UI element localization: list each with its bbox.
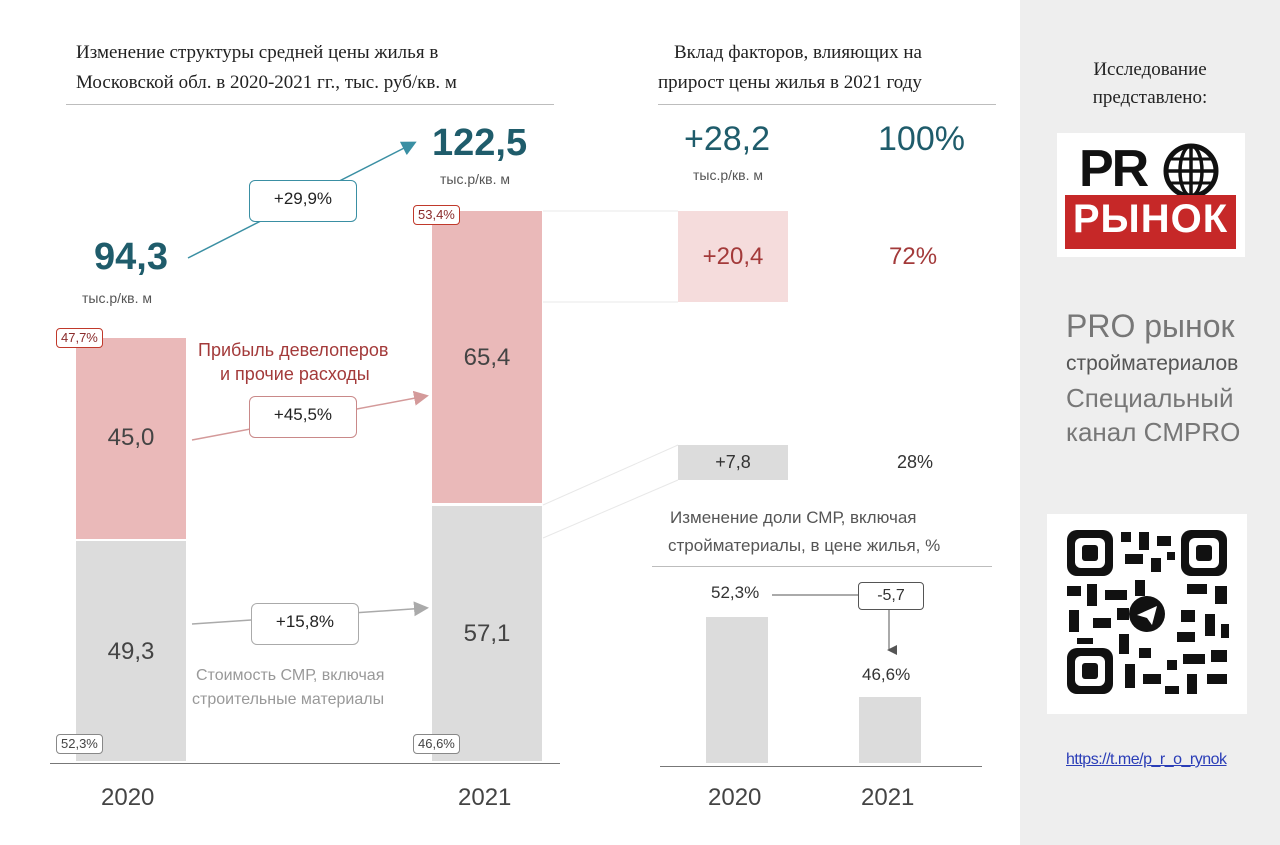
cost-label-line1: Стоимость СМР, включая: [196, 667, 385, 684]
profit-change-badge: +45,5%: [249, 396, 357, 438]
total-2021-unit: тыс.р/кв. м: [440, 171, 511, 187]
factor-cost-pct: 28%: [897, 452, 934, 472]
sidebar-intro-line1: Исследование: [1093, 59, 1207, 80]
factor-cost-bar: [678, 445, 788, 480]
globe-icon: [1163, 143, 1219, 199]
left-chart-title-line2: Московской обл. в 2020-2021 гг., тыс. ру…: [76, 72, 457, 93]
share-2021-bar: [859, 697, 921, 763]
factor-profit-bar: [678, 211, 788, 302]
profit-series-label: Прибыль девелоперов и прочие расходы: [198, 338, 388, 386]
bar-2021-profit-value: 65,4: [463, 344, 511, 371]
bar-2020-cost-value: 49,3: [107, 638, 155, 665]
telegram-link[interactable]: https://t.me/p_r_o_rynok: [1066, 751, 1227, 768]
left-axis-line: [50, 763, 560, 764]
right-chart-title-line2: прирост цены жилья в 2021 году: [658, 72, 922, 93]
brand-subtitle: стройматериалов: [1066, 352, 1239, 375]
sidebar-panel: Исследование представлено: PR РЫНОК PRO …: [1020, 0, 1280, 845]
share-2020-bar: [706, 617, 768, 763]
share-change-badge: -5,7: [858, 582, 924, 610]
brand-title: PRO рынок: [1066, 308, 1235, 344]
right-year-2021: 2021: [861, 784, 915, 811]
qr-code[interactable]: [1047, 514, 1247, 714]
cost-share-2021: 46,6%: [413, 734, 460, 754]
logo-rynok-text: РЫНОК: [1072, 197, 1229, 241]
left-title-divider: [66, 104, 554, 105]
factor-total-delta: +28,2: [684, 120, 771, 158]
total-2020-value: 94,3: [94, 236, 168, 278]
bar-2020-profit-value: 45,0: [107, 424, 155, 451]
left-year-2021: 2021: [458, 784, 512, 811]
profit-share-2021: 53,4%: [413, 205, 460, 225]
cost-link-top: [542, 444, 679, 506]
bar-2021-cost: [432, 506, 542, 761]
bar-2020-cost: [76, 541, 186, 761]
pro-rynok-logo: PR РЫНОК: [1057, 133, 1245, 257]
share-title-line1: Изменение доли СМР, включая: [670, 508, 917, 527]
cost-series-label: Стоимость СМР, включая строительные мате…: [192, 664, 384, 712]
share-2021-label: 46,6%: [862, 665, 911, 684]
logo-pro-text: PR: [1079, 140, 1149, 198]
brand-channel: канал CMPRO: [1066, 417, 1241, 447]
right-title-divider: [658, 104, 996, 105]
factor-cost-value: +7,8: [715, 452, 751, 472]
left-year-2020: 2020: [101, 784, 155, 811]
cost-label-line2: строительные материалы: [192, 691, 385, 708]
total-2021-value: 122,5: [432, 122, 528, 164]
total-change-badge: +29,9%: [249, 180, 357, 222]
factor-profit-value: +20,4: [702, 243, 764, 270]
cost-change-badge: +15,8%: [251, 603, 359, 645]
cost-link-bottom: [542, 479, 679, 539]
profit-label-line2: и прочие расходы: [220, 364, 370, 384]
share-2020-label: 52,3%: [711, 583, 760, 602]
factor-total-unit: тыс.р/кв. м: [693, 167, 764, 183]
sidebar-intro-line2: представлено:: [1092, 87, 1208, 108]
bar-2021-cost-value: 57,1: [463, 620, 511, 647]
sidebar-intro: Исследование представлено:: [1020, 56, 1280, 112]
bar-2021-profit: [432, 211, 542, 503]
factor-total-pct: 100%: [878, 120, 965, 158]
brand-special: Специальный: [1066, 383, 1234, 413]
right-axis-line: [660, 766, 982, 767]
cost-share-2020: 52,3%: [56, 734, 103, 754]
profit-label-line1: Прибыль девелоперов: [198, 340, 389, 360]
factor-profit-pct: 72%: [889, 243, 938, 270]
left-chart-title-line1: Изменение структуры средней цены жилья в: [76, 42, 439, 63]
qr-code-icon: [1067, 530, 1229, 694]
right-year-2020: 2020: [708, 784, 762, 811]
right-chart-title-line1: Вклад факторов, влияющих на: [674, 42, 922, 63]
logo-red-band: [1065, 195, 1236, 249]
share-title-line2: стройматериалы, в цене жилья, %: [668, 536, 941, 555]
share-chart-title: Изменение доли СМР, включая стройматериа…: [668, 504, 940, 560]
share-title-divider: [652, 566, 992, 567]
profit-share-2020: 47,7%: [56, 328, 103, 348]
bar-2020-profit: [76, 338, 186, 539]
total-2020-unit: тыс.р/кв. м: [82, 290, 153, 306]
